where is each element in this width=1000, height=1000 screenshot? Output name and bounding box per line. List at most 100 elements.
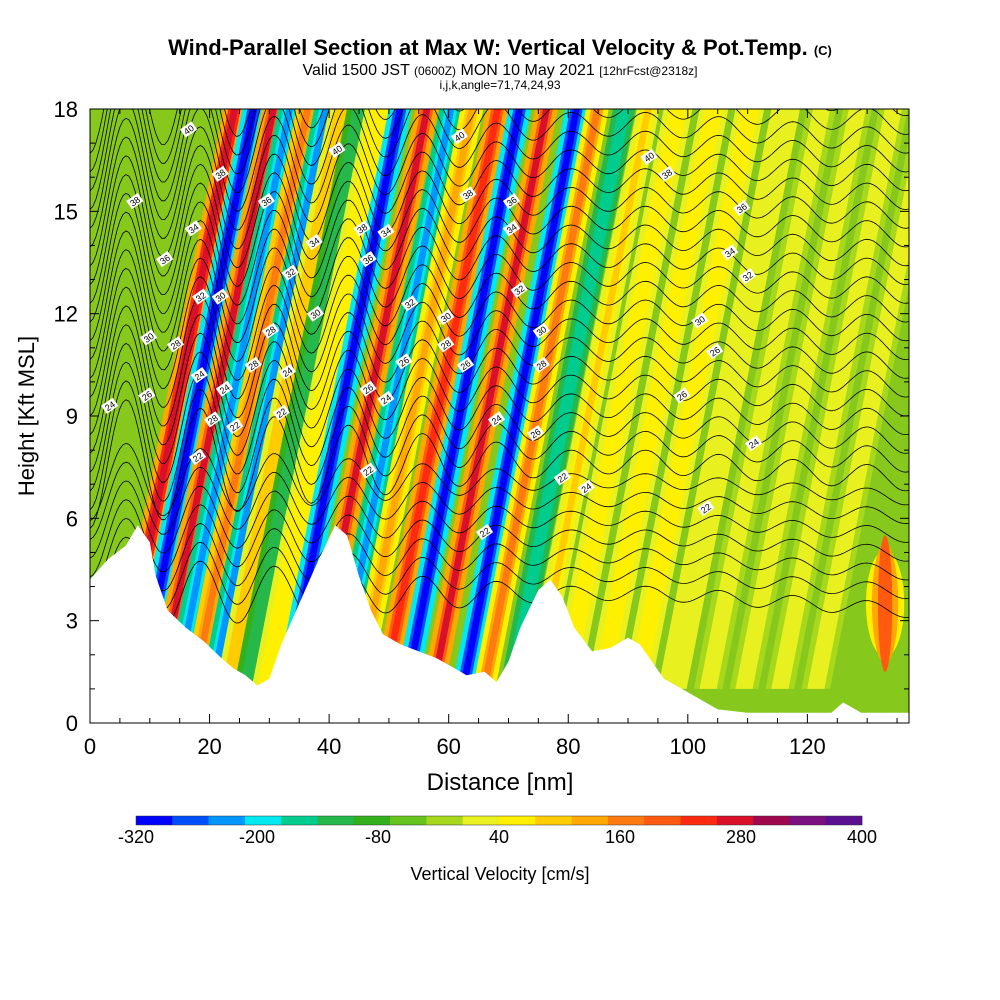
theta-contour xyxy=(90,342,909,473)
contour-label-bg xyxy=(673,387,691,404)
contour-label-bg xyxy=(395,353,413,370)
contour-label-bg xyxy=(359,380,377,397)
colorbar-tick-label: 400 xyxy=(847,827,877,847)
chart-subtitle: Valid 1500 JST (0600Z) MON 10 May 2021 [… xyxy=(0,63,1000,79)
contour-labels: 40 38 38 36 36 34 34 32 32 30 30 30 28 28 28 26 24 24 24 24… xyxy=(101,121,763,541)
contour-label: 36 xyxy=(359,250,377,268)
contour-label: 32 xyxy=(738,267,757,285)
contour-label: 26 xyxy=(395,353,413,370)
contour-label-bg xyxy=(278,363,296,380)
contour-label: 30 xyxy=(139,329,158,346)
contour-label-bg xyxy=(272,404,290,421)
contour-label: 24 xyxy=(744,435,763,452)
contour-label: 22 xyxy=(359,462,377,479)
contour-label-text: 28 xyxy=(169,338,183,352)
theta-contour xyxy=(90,555,909,634)
theta-contour xyxy=(90,517,909,597)
contour-label-bg xyxy=(211,165,229,182)
contour-label: 22 xyxy=(475,523,494,541)
contour-label-bg xyxy=(139,329,158,346)
contour-label-text: 32 xyxy=(403,297,417,311)
contour-label: 38 xyxy=(211,165,229,182)
contour-label: 24 xyxy=(487,411,506,428)
chart-title-text: Wind-Parallel Section at Max W: Vertical… xyxy=(168,35,808,60)
x-axis-label: Distance [nm] xyxy=(427,769,574,796)
theta-contour xyxy=(90,536,909,615)
contour-label: 26 xyxy=(456,356,475,373)
contour-label-bg xyxy=(188,448,207,466)
contour-label-text: 28 xyxy=(264,324,278,338)
grid-indices: i,j,k,angle=71,74,24,93 xyxy=(439,78,561,92)
contour-label-bg xyxy=(456,356,475,373)
contour-label-bg xyxy=(553,469,571,486)
velocity-band-fill xyxy=(208,109,329,689)
contour-label-bg xyxy=(179,121,198,138)
colorbar-tick-label: -200 xyxy=(239,827,275,847)
contour-label-text: 36 xyxy=(361,253,375,267)
contour-label-text: 22 xyxy=(699,502,713,516)
velocity-band-fill xyxy=(172,109,293,689)
contour-label-bg xyxy=(306,305,325,322)
contour-label-text: 32 xyxy=(741,270,755,284)
contour-label-text: 22 xyxy=(361,464,375,478)
y-tick-label: 0 xyxy=(66,711,78,736)
contour-label-text: 26 xyxy=(361,382,375,396)
velocity-band xyxy=(550,109,693,689)
contour-label-text: 36 xyxy=(505,195,519,209)
contour-label-text: 38 xyxy=(128,195,142,209)
contour-label-bg xyxy=(126,192,144,210)
contour-label-bg xyxy=(706,343,724,360)
contour-label-text: 28 xyxy=(439,338,453,352)
contour-label: 24 xyxy=(577,479,595,496)
velocity-band-fill xyxy=(136,109,258,689)
contour-label-text: 26 xyxy=(397,355,411,369)
x-tick-label: 80 xyxy=(556,734,580,759)
colorbar: -320 -200 -80 40 160 280 400 xyxy=(118,815,877,847)
contour-label-text: 22 xyxy=(478,525,492,539)
theta-contour xyxy=(90,109,909,229)
velocity-band-fill xyxy=(380,109,501,689)
contour-label-bg xyxy=(510,281,528,298)
contour-label-text: 24 xyxy=(103,399,117,413)
contour-label: 40 xyxy=(179,121,198,138)
velocity-band xyxy=(372,109,509,689)
contour-label-bg xyxy=(377,223,395,240)
colorbar-swatch xyxy=(426,816,463,825)
contour-label: 24 xyxy=(278,363,296,380)
contour-label-text: 26 xyxy=(675,389,689,403)
contour-label-bg xyxy=(359,250,377,268)
x-tick-label: 120 xyxy=(789,734,826,759)
velocity-band xyxy=(421,109,558,689)
velocity-band xyxy=(472,109,609,689)
chart-title: Wind-Parallel Section at Max W: Vertical… xyxy=(0,36,1000,63)
contour-label-bg xyxy=(281,264,299,281)
terrain-mask xyxy=(90,525,909,723)
contour-label-bg xyxy=(721,244,739,261)
contour-label-bg xyxy=(166,336,185,353)
y-tick-label: 15 xyxy=(54,199,78,224)
contour-label: 32 xyxy=(281,264,299,281)
contour-label-bg xyxy=(203,411,222,428)
contour-label: 38 xyxy=(353,220,371,237)
contour-label-bg xyxy=(377,390,395,408)
contour-label: 38 xyxy=(459,186,477,203)
x-tick-label: 60 xyxy=(436,734,460,759)
contour-label: 26 xyxy=(138,387,156,404)
contour-label-text: 36 xyxy=(158,253,172,267)
contour-label-bg xyxy=(244,356,262,373)
velocity-band-fill xyxy=(257,109,388,689)
colorbar-swatch xyxy=(753,816,790,825)
colorbar-swatch xyxy=(644,816,681,825)
contour-label-bg xyxy=(487,411,506,428)
contour-label-bg xyxy=(191,288,210,305)
contour-label-text: 32 xyxy=(513,283,527,297)
theta-contour xyxy=(90,286,909,417)
contour-label-text: 22 xyxy=(228,420,242,434)
colorbar-swatch xyxy=(571,816,609,825)
contour-label: 30 xyxy=(437,308,455,326)
contour-label-text: 22 xyxy=(275,406,289,420)
colorbar-tick-label: -80 xyxy=(365,827,391,847)
contour-label: 26 xyxy=(673,387,691,404)
contour-label-text: 38 xyxy=(214,167,228,181)
colorbar-swatch xyxy=(136,816,173,825)
